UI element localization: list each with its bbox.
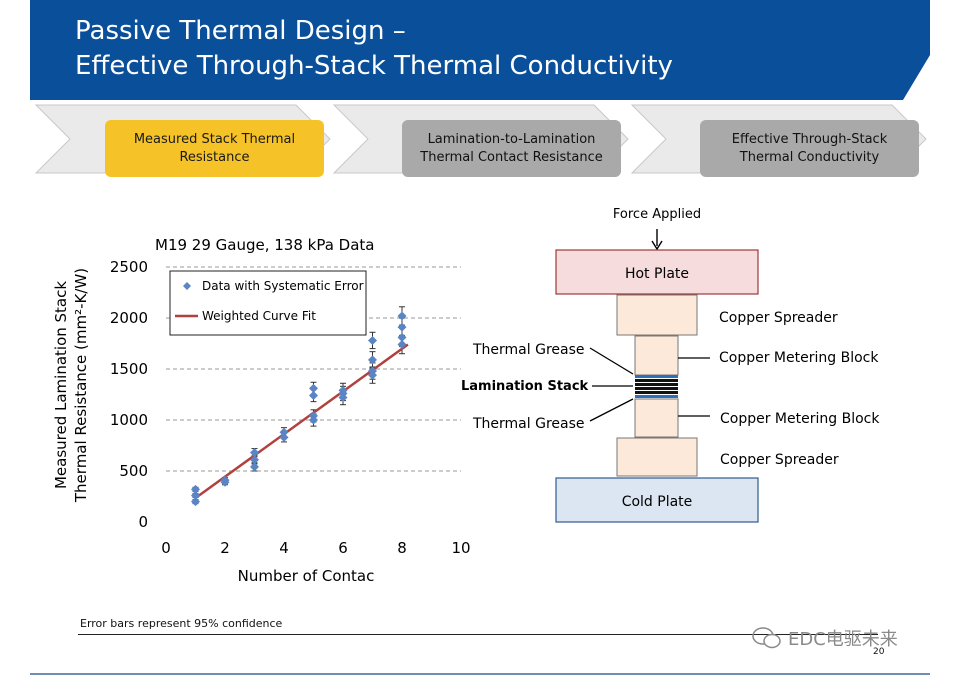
data-point	[309, 391, 318, 401]
metering-block-bottom-label: Copper Metering Block	[720, 411, 880, 427]
data-point	[397, 340, 407, 350]
page-number: 20	[873, 647, 885, 657]
copper-spreader-bottom-label: Copper Spreader	[720, 452, 839, 468]
metering-block-top-label: Copper Metering Block	[719, 350, 879, 366]
chat-bubble-icon	[752, 627, 781, 649]
y-axis-label-line1: Measured Lamination Stack	[52, 281, 70, 489]
slide-title: Passive Thermal Design – Effective Throu…	[75, 14, 673, 84]
down-arrow-icon	[651, 229, 663, 251]
test-rig-diagram: Force Applied Hot Plate Copper Spreader …	[461, 207, 880, 523]
lamination-stack-label: Lamination Stack	[461, 379, 589, 394]
data-point	[250, 462, 259, 472]
bottom-rule	[30, 673, 930, 675]
lamination-stack	[635, 375, 678, 399]
watermark: EDC电驱未来	[752, 625, 898, 651]
step-1-label: Measured Stack Thermal Resistance	[133, 131, 296, 165]
data-point	[191, 497, 200, 507]
fit-line	[194, 343, 409, 500]
thermal-grease-bottom-label: Thermal Grease	[472, 416, 585, 432]
data-point	[397, 332, 407, 342]
force-applied-label: Force Applied	[613, 207, 701, 222]
x-tick-label: 0	[161, 539, 171, 557]
step-measured-stack-resistance: Measured Stack Thermal Resistance	[105, 120, 324, 177]
metering-block-bottom	[634, 398, 679, 438]
y-axis-label-line2: Thermal Resistance (mm²-K/W)	[72, 268, 90, 503]
data-point	[397, 322, 407, 332]
legend-item-fit: Weighted Curve Fit	[202, 309, 316, 323]
step-3-label: Effective Through-Stack Thermal Conducti…	[731, 131, 888, 165]
data-point	[220, 475, 230, 485]
legend-item-data: Data with Systematic Error	[202, 279, 364, 293]
data-point	[338, 385, 348, 395]
data-point	[309, 411, 318, 421]
hot-plate	[555, 249, 759, 295]
x-tick-label: 6	[338, 539, 348, 557]
y-tick-label: 500	[119, 462, 148, 480]
x-tick-label: 2	[220, 539, 230, 557]
x-tick-label: 8	[397, 539, 407, 557]
y-tick-label: 1500	[110, 360, 148, 378]
data-point	[250, 448, 259, 458]
x-tick-label: 4	[279, 539, 289, 557]
data-point	[191, 484, 200, 494]
scatter-chart: M19 29 Gauge, 138 kPa Data 0 500 1000 1500 2…	[52, 236, 471, 585]
data-point	[279, 432, 289, 442]
data-point	[250, 455, 259, 465]
title-banner	[30, 0, 930, 100]
step-effective-conductivity: Effective Through-Stack Thermal Conducti…	[700, 120, 919, 177]
metering-block-top	[634, 335, 679, 376]
step-2-label: Lamination-to-Lamination Thermal Contact…	[420, 131, 603, 165]
footnote: Error bars represent 95% confidence	[80, 617, 283, 630]
data-point	[279, 427, 289, 437]
slide-title-line1: Passive Thermal Design –	[75, 16, 406, 46]
cold-plate-label: Cold Plate	[622, 494, 693, 510]
copper-spreader-top	[616, 294, 698, 336]
y-tick-label: 1000	[110, 411, 148, 429]
step-contact-resistance: Lamination-to-Lamination Thermal Contact…	[402, 120, 621, 177]
cold-plate	[555, 477, 759, 523]
slide-title-line2: Effective Through-Stack Thermal Conducti…	[75, 51, 673, 81]
data-point	[368, 355, 377, 365]
data-point	[309, 383, 318, 393]
hot-plate-label: Hot Plate	[625, 266, 689, 282]
data-point	[397, 311, 407, 321]
data-point	[191, 490, 200, 500]
y-tick-label: 0	[138, 513, 148, 531]
legend-diamond-icon	[183, 282, 191, 290]
x-tick-label: 10	[451, 539, 470, 557]
y-tick-label: 2000	[110, 309, 148, 327]
chart-title: M19 29 Gauge, 138 kPa Data	[155, 236, 375, 254]
x-axis-label: Number of Contac	[238, 567, 375, 585]
copper-spreader-top-label: Copper Spreader	[719, 310, 838, 326]
watermark-text: EDC电驱未来	[788, 629, 898, 650]
copper-spreader-bottom	[616, 437, 698, 477]
footer-divider	[78, 634, 878, 635]
thermal-grease-top-label: Thermal Grease	[472, 342, 585, 358]
chart-legend: Data with Systematic Error Weighted Curv…	[169, 270, 367, 336]
y-tick-label: 2500	[110, 258, 148, 276]
data-point	[368, 366, 377, 376]
data-point	[368, 335, 377, 345]
